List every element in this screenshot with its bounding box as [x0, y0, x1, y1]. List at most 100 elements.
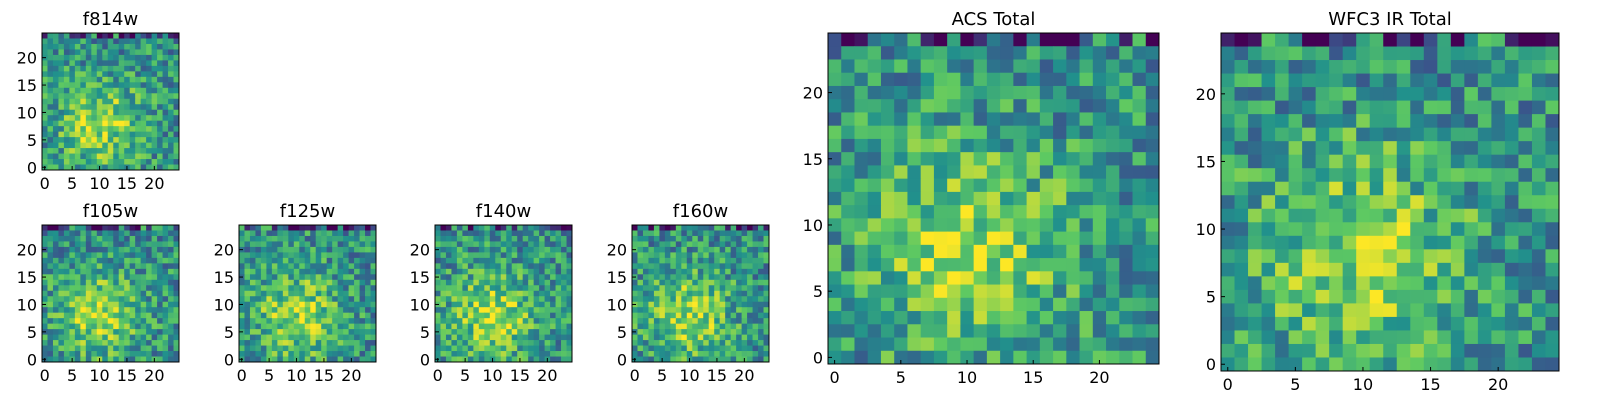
- heatmap-cell: [1410, 141, 1425, 156]
- heatmap-cell: [299, 329, 306, 335]
- heatmap-cell: [47, 82, 54, 89]
- heatmap-cell: [489, 301, 496, 308]
- heatmap-cell: [880, 46, 895, 60]
- heatmap-cell: [58, 71, 65, 78]
- heatmap-cell: [854, 271, 869, 285]
- heatmap-cell: [1437, 249, 1452, 264]
- heatmap-cell: [681, 345, 688, 352]
- heatmap-cell: [255, 334, 262, 341]
- heatmap-cell: [511, 274, 518, 281]
- panel-title: f160w: [673, 201, 728, 222]
- x-tick-label: 20: [144, 366, 164, 385]
- y-tick-label: 15: [214, 268, 234, 287]
- heatmap-cell: [162, 43, 169, 50]
- heatmap-cell: [140, 246, 147, 253]
- heatmap-cell: [1477, 262, 1492, 277]
- heatmap-cell: [445, 257, 452, 264]
- heatmap-cell: [326, 285, 333, 292]
- heatmap-cell: [91, 33, 98, 39]
- heatmap-cell: [1383, 87, 1398, 101]
- heatmap-cell: [1119, 350, 1133, 365]
- heatmap-cell: [140, 137, 147, 143]
- heatmap-cell: [1356, 33, 1371, 47]
- heatmap-cell: [894, 297, 908, 312]
- heatmap-cell: [854, 205, 869, 219]
- heatmap-cell: [102, 345, 109, 352]
- heatmap-cell: [348, 296, 355, 303]
- heatmap-cell: [489, 241, 496, 248]
- heatmap-cell: [894, 258, 908, 272]
- heatmap-cell: [151, 71, 158, 78]
- heatmap-cell: [741, 268, 748, 275]
- heatmap-cell: [1491, 127, 1506, 142]
- heatmap-cell: [736, 296, 742, 303]
- heatmap-cell: [42, 33, 48, 39]
- heatmap-cell: [511, 263, 518, 270]
- heatmap-cell: [763, 351, 770, 357]
- axes-frame: [41, 32, 180, 171]
- heatmap-cell: [124, 126, 131, 133]
- heatmap-cell: [637, 356, 644, 363]
- heatmap-cell: [1491, 222, 1506, 237]
- heatmap-cell: [489, 252, 496, 259]
- heatmap-cell: [659, 334, 666, 341]
- heatmap-cell: [854, 337, 869, 352]
- heatmap-cell: [747, 356, 753, 363]
- heatmap-cell: [555, 225, 562, 231]
- heatmap-cell: [315, 345, 322, 352]
- heatmap-cell: [1039, 258, 1054, 272]
- heatmap-cell: [58, 104, 65, 111]
- heatmap-cell: [80, 274, 87, 281]
- heatmap-cell: [1464, 46, 1479, 61]
- heatmap-cell: [348, 263, 355, 270]
- heatmap-cell: [113, 71, 120, 78]
- heatmap-cell: [632, 340, 638, 346]
- heatmap-cell: [1066, 311, 1080, 325]
- heatmap-cell: [321, 235, 328, 242]
- heatmap-cell: [730, 274, 737, 281]
- heatmap-cell: [960, 258, 975, 272]
- heatmap-cell: [670, 345, 677, 352]
- heatmap-cell: [1248, 208, 1262, 223]
- heatmap-cell: [445, 241, 452, 248]
- heatmap-cell: [80, 65, 87, 72]
- heatmap-cell: [173, 257, 180, 264]
- heatmap-cell: [91, 351, 98, 357]
- heatmap-cell: [517, 235, 524, 242]
- heatmap-cell: [664, 301, 671, 308]
- heatmap-cell: [1013, 284, 1027, 299]
- heatmap-cell: [533, 296, 540, 303]
- heatmap-cell: [74, 296, 81, 303]
- heatmap-cell: [714, 257, 721, 264]
- heatmap-cell: [69, 120, 76, 127]
- y-tick-label: 5: [224, 323, 234, 342]
- heatmap-cell: [500, 257, 507, 264]
- heatmap-cell: [506, 263, 513, 270]
- heatmap-cell: [58, 109, 65, 116]
- heatmap-cell: [473, 268, 480, 275]
- heatmap-cell: [725, 307, 732, 314]
- heatmap-cell: [47, 76, 54, 83]
- heatmap-cell: [456, 274, 463, 281]
- heatmap-cell: [1013, 99, 1027, 113]
- heatmap-cell: [1079, 85, 1094, 100]
- heatmap-cell: [80, 109, 87, 116]
- heatmap-cell: [1342, 87, 1357, 101]
- heatmap-cell: [107, 285, 114, 292]
- heatmap-cell: [522, 268, 529, 275]
- heatmap-cell: [129, 109, 136, 116]
- heatmap-cell: [664, 225, 671, 231]
- heatmap-cell: [315, 268, 322, 275]
- heatmap-cell: [343, 274, 349, 281]
- heatmap-cell: [168, 33, 174, 39]
- heatmap-cell: [1248, 276, 1262, 291]
- heatmap-cell: [69, 159, 76, 165]
- heatmap-cell: [1329, 249, 1344, 264]
- heatmap-cell: [555, 318, 562, 325]
- heatmap-cell: [63, 109, 70, 116]
- heatmap-cell: [249, 296, 256, 303]
- heatmap-cell: [1329, 114, 1344, 129]
- heatmap-cell: [140, 38, 147, 45]
- heatmap-cell: [96, 285, 103, 292]
- heatmap-cell: [632, 334, 638, 341]
